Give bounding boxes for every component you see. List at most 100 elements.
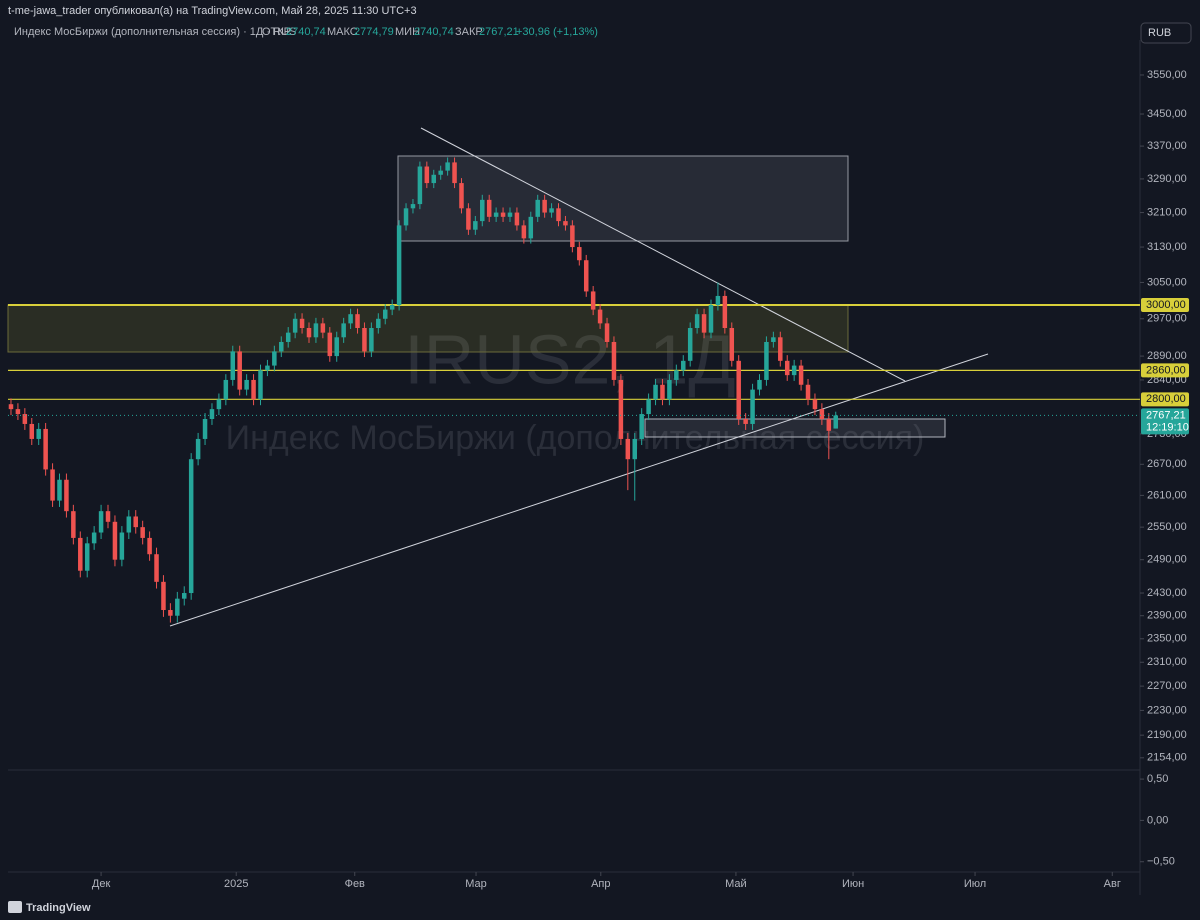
candle-body — [376, 318, 381, 329]
level-badge — [1141, 392, 1189, 407]
candle-body — [334, 337, 339, 357]
candle-body — [272, 351, 277, 366]
y-tick-label: 3550,00 — [1147, 69, 1187, 81]
candle-body — [126, 516, 132, 533]
open-key: ОТКР — [262, 26, 291, 38]
candle-body — [202, 418, 208, 439]
candle-body — [771, 337, 776, 342]
candle-body — [91, 532, 97, 544]
candle-body — [466, 208, 471, 230]
candle-body — [168, 610, 173, 616]
x-tick-label: 2025 — [224, 878, 248, 890]
candle-body — [195, 438, 201, 460]
y-tick-label: 0,00 — [1147, 814, 1168, 826]
candle-body — [604, 323, 610, 342]
candle-body — [597, 309, 603, 324]
publisher: t-me-jawa_trader опубликовал(а) на Tradi… — [8, 5, 417, 17]
y-tick-label: 2390,00 — [1147, 610, 1187, 622]
candle-body — [590, 291, 596, 310]
candle-body — [98, 511, 104, 533]
candle-body — [8, 404, 14, 410]
candle-body — [833, 415, 838, 429]
candle-body — [528, 216, 534, 239]
y-tick-label: 3050,00 — [1147, 276, 1187, 288]
candle-body — [798, 365, 804, 385]
currency-button[interactable] — [1140, 22, 1192, 44]
close: 2767,21 — [479, 26, 519, 38]
candle-body — [493, 212, 499, 217]
y-tick-label: 2350,00 — [1147, 633, 1187, 645]
y-tick-label: 2890,00 — [1147, 350, 1187, 362]
trend-line-down — [420, 127, 906, 382]
candle-body — [306, 328, 312, 338]
candle-body — [313, 323, 319, 338]
candle-body — [285, 332, 291, 342]
candle-body — [535, 199, 540, 217]
y-tick-label: 2310,00 — [1147, 656, 1187, 668]
level-badge — [1141, 363, 1189, 378]
candle-body — [251, 379, 256, 400]
y-tick-label: 0,50 — [1147, 773, 1168, 785]
zone-yellow — [7, 304, 849, 353]
candle-body — [445, 162, 450, 171]
x-tick-label: Фев — [345, 878, 365, 890]
candle-body — [667, 379, 672, 400]
candle-body — [674, 370, 679, 380]
candle-body — [154, 554, 159, 582]
candle-body — [57, 479, 62, 501]
y-tick-label: 2230,00 — [1147, 704, 1187, 716]
y-tick-label: 2490,00 — [1147, 554, 1187, 566]
candle-body — [784, 360, 790, 376]
candle-body — [320, 323, 326, 333]
candle-body — [133, 516, 138, 528]
candle-body — [403, 208, 409, 226]
candle-body — [369, 328, 374, 352]
candle-body — [230, 351, 236, 380]
level-badge — [1141, 298, 1189, 313]
candle-body — [341, 323, 346, 338]
candle-body — [355, 314, 360, 329]
candle-body — [507, 212, 513, 217]
candle-body — [722, 295, 728, 329]
candle-body — [438, 170, 443, 175]
candle-body — [791, 365, 797, 376]
x-tick-label: Апр — [591, 878, 610, 890]
candle-body — [265, 365, 270, 371]
candle-body — [396, 225, 402, 306]
candle-body — [757, 379, 762, 390]
high: 2774,79 — [354, 26, 394, 38]
low: 2740,74 — [414, 26, 454, 38]
y-tick-label: 3290,00 — [1147, 173, 1187, 185]
candle-body — [646, 399, 651, 415]
candle-body — [805, 384, 811, 400]
candle-body — [486, 199, 492, 217]
candle-body — [583, 260, 589, 292]
candle-body — [237, 351, 242, 390]
candle-body — [577, 247, 582, 261]
candle-body — [431, 174, 437, 184]
footer-bar — [0, 895, 1200, 920]
candle-body — [625, 438, 631, 460]
candle-body — [819, 409, 825, 419]
candle-body — [778, 337, 783, 361]
last-price-label: 2767,21 — [1146, 409, 1186, 421]
zone-small — [644, 418, 946, 438]
y-tick-label: 3130,00 — [1147, 241, 1187, 253]
candle-body — [244, 379, 249, 390]
candle-body — [389, 305, 395, 310]
y-tick-label: 2270,00 — [1147, 680, 1187, 692]
candle-body — [424, 166, 430, 184]
candle-body — [299, 318, 305, 329]
candle-body — [84, 543, 90, 571]
candle-body — [175, 598, 180, 616]
last-price-badge — [1141, 408, 1189, 435]
level-label: 2860,00 — [1146, 364, 1186, 376]
level-label: 3000,00 — [1146, 299, 1186, 311]
currency[interactable]: RUB — [1148, 27, 1171, 39]
candle-body — [542, 199, 547, 213]
symbol: Индекс МосБиржи (дополнительная сессия) … — [14, 26, 296, 38]
candle-body — [708, 305, 714, 333]
candle-body — [105, 511, 111, 522]
candle-body — [473, 221, 478, 230]
